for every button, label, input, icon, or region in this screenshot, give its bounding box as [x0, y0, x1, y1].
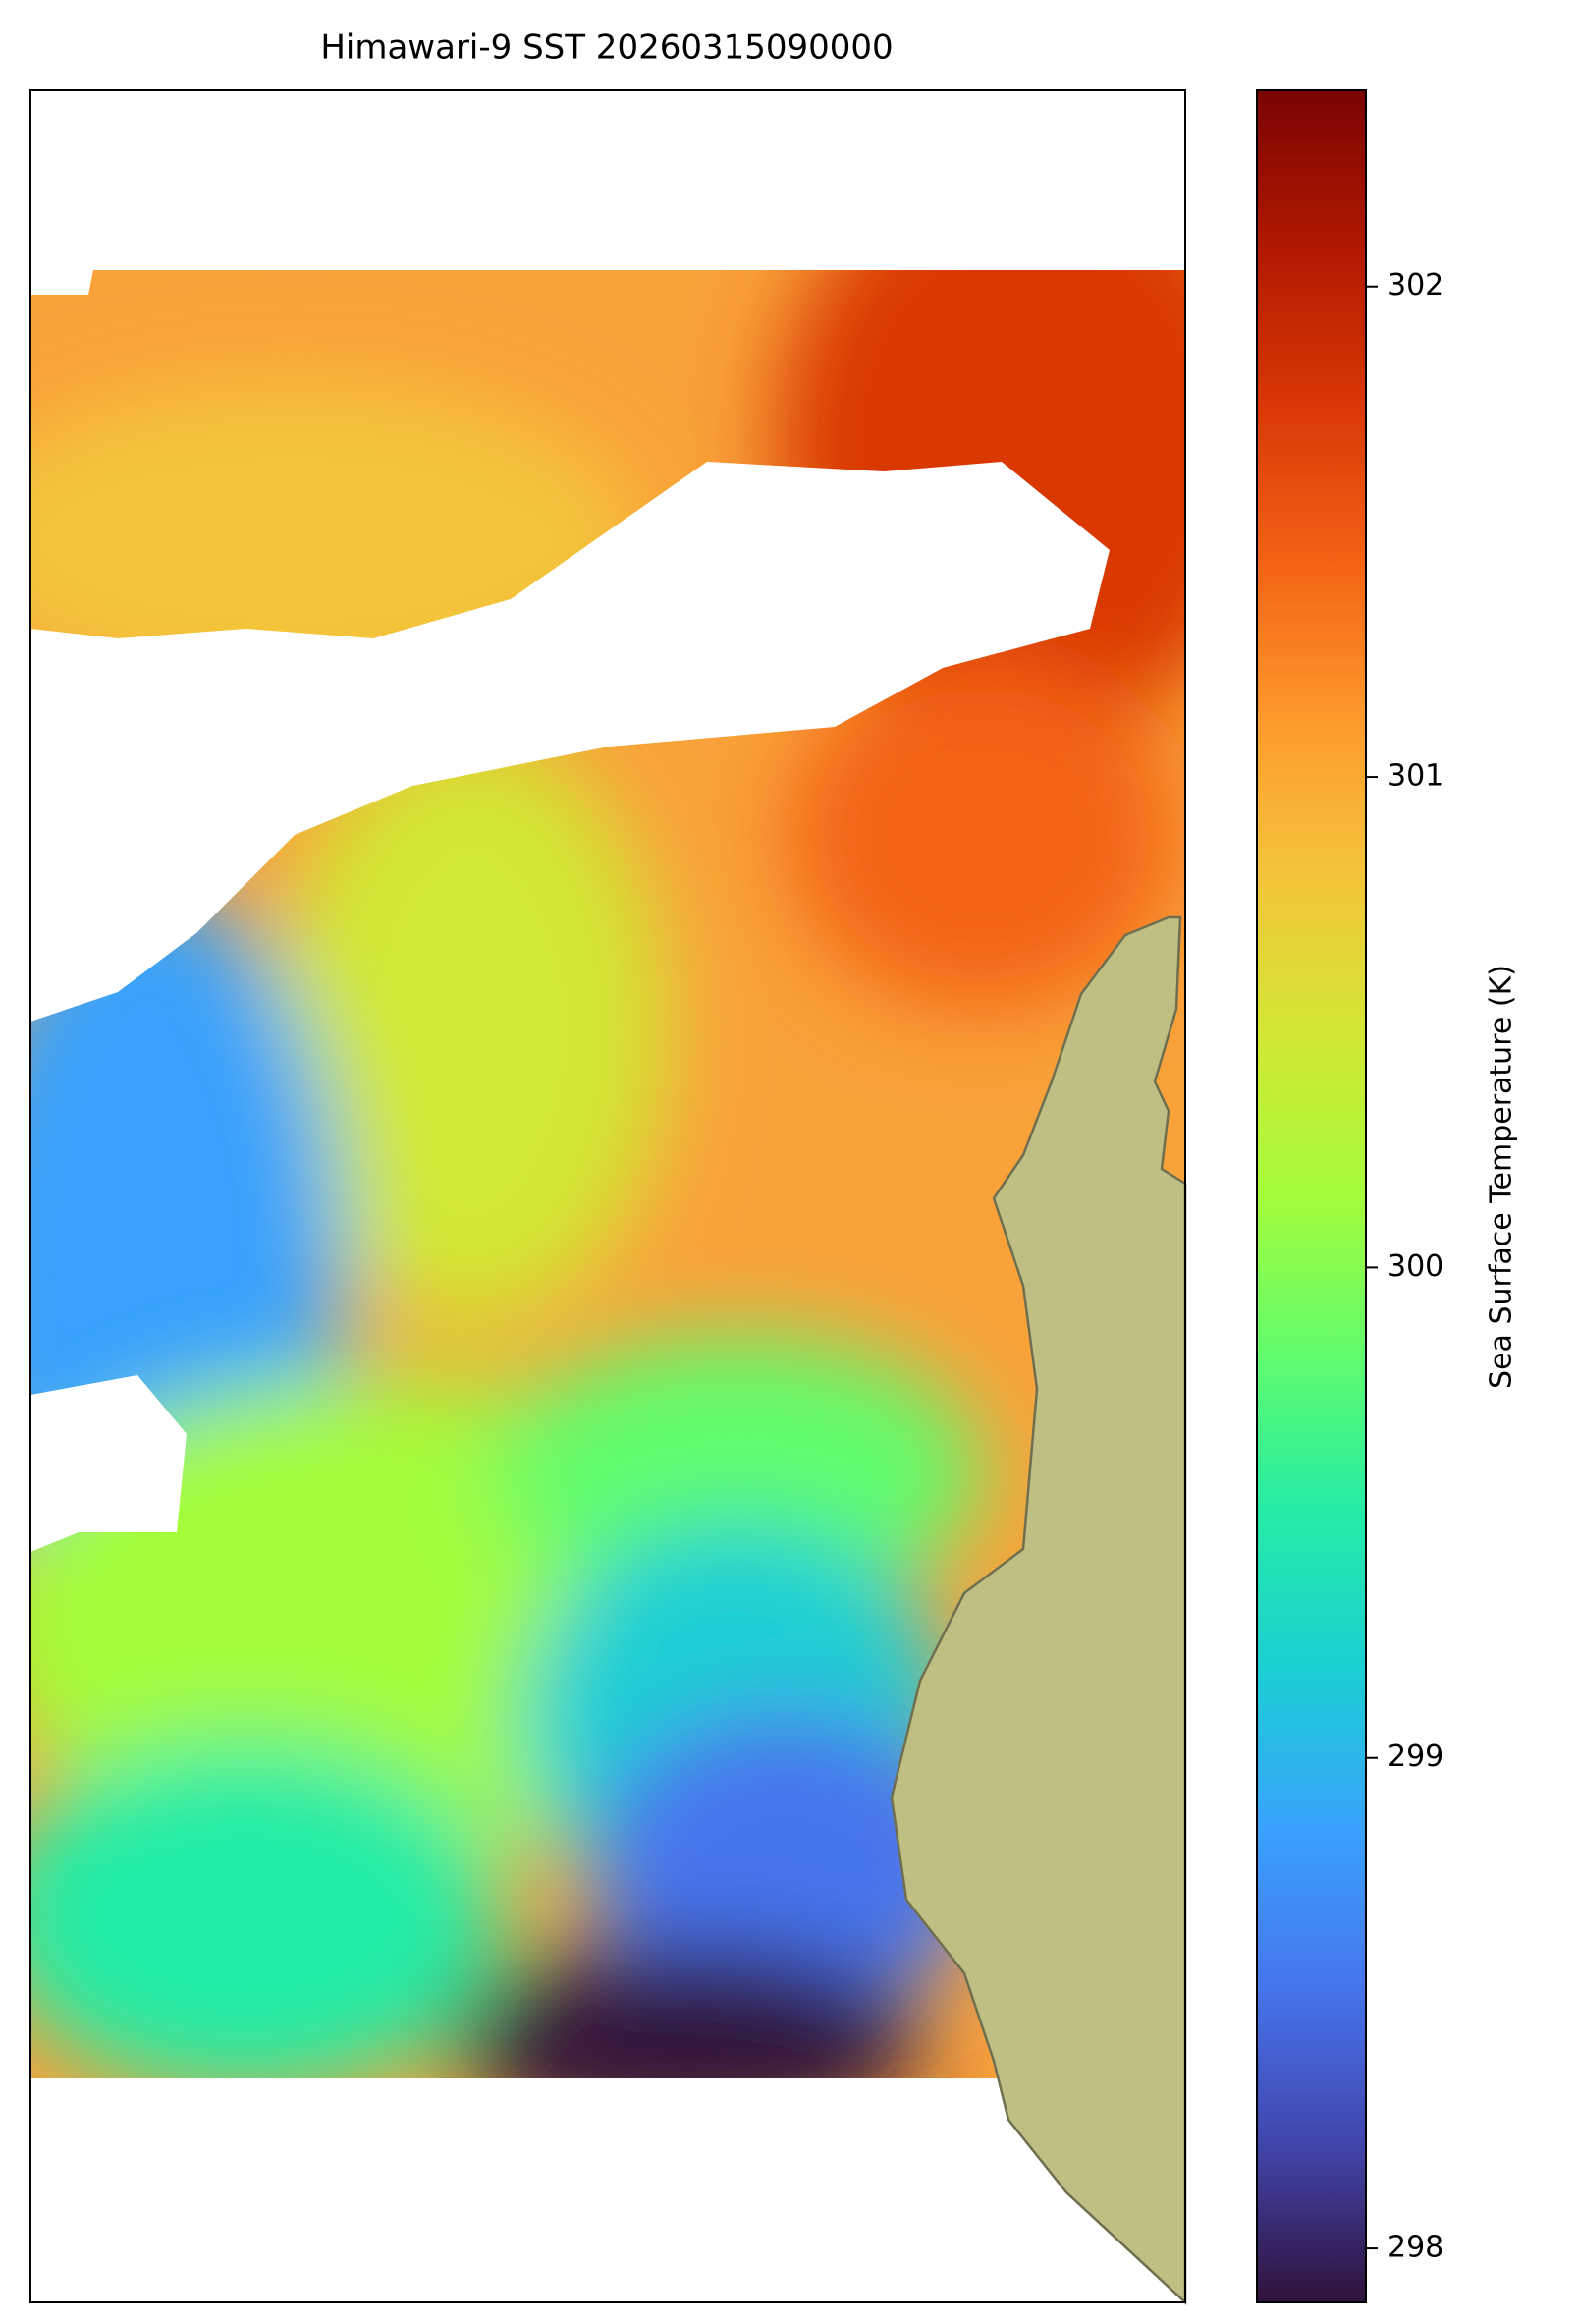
- colorbar: [1256, 89, 1367, 2303]
- colorbar-label: Sea Surface Temperature (K): [1485, 965, 1519, 1389]
- colorbar-tick-label: 301: [1388, 759, 1443, 794]
- map-title: Himawari-9 SST 20260315090000: [320, 28, 893, 68]
- map-frame: [29, 89, 1186, 2303]
- land: [890, 915, 1187, 2305]
- colorbar-tick-label: 300: [1388, 1249, 1443, 1284]
- sst-field: [30, 270, 1185, 2078]
- colorbar-tick-label: 302: [1388, 268, 1443, 303]
- colorbar-tick-label: 298: [1388, 2231, 1443, 2265]
- colorbar-tick-label: 299: [1388, 1740, 1443, 1774]
